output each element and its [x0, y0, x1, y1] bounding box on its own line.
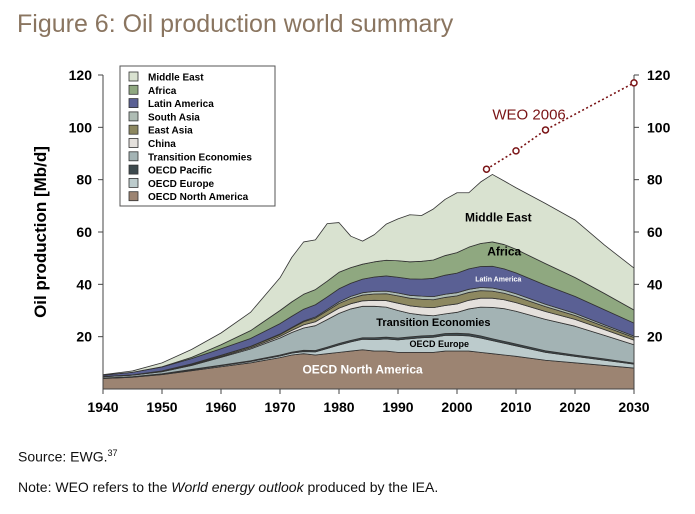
x-tick-label: 1980 — [323, 399, 354, 415]
note-prefix: Note: WEO refers to the — [18, 479, 172, 495]
legend-box — [119, 65, 276, 207]
legend-label-oecd-europe: OECD Europe — [148, 179, 215, 190]
legend-label-oecd-pacific: OECD Pacific — [148, 166, 212, 177]
y-tick-label-right: 100 — [647, 119, 671, 135]
y-tick-label-left: 20 — [76, 329, 92, 345]
weo-2006-label: WEO 2006 — [492, 106, 565, 123]
legend-label-south-asia: South Asia — [148, 112, 200, 123]
oil-production-chart: 1940 1950 1960 1970 1980 1990 2000 2010 2020 2030… — [31, 65, 671, 415]
legend-swatch-transition-economies — [128, 151, 139, 162]
weo-2006-point — [482, 165, 491, 173]
y-tick-label-right: 40 — [647, 276, 663, 292]
legend-swatch-south-asia — [128, 111, 139, 122]
y-tick-label-right: 60 — [647, 224, 663, 240]
label-transition-economies: Transition Economies — [376, 317, 490, 329]
y-tick-label-right: 120 — [647, 67, 671, 83]
stacked-areas — [102, 174, 635, 390]
y-tick-label-right: 20 — [647, 329, 663, 345]
x-tick-label: 2000 — [441, 399, 472, 415]
figure-title: Figure 6: Oil production world summary — [17, 10, 454, 38]
axes: 1940 1950 1960 1970 1980 1990 2000 2010 2020 2030… — [69, 67, 671, 415]
legend-label-oecd-north-america: OECD North America — [148, 192, 249, 203]
source-text: Source: EWG. — [18, 448, 108, 465]
area-labels: Middle East Africa Latin America Transition… — [302, 211, 531, 377]
legend-swatch-middle-east — [128, 71, 139, 82]
legend-label-latin-america: Latin America — [148, 99, 214, 110]
weo-2006-point — [630, 79, 638, 87]
legend-label-africa: Africa — [148, 86, 177, 97]
x-tick-label: 2030 — [618, 399, 649, 415]
legend-swatch-oecd-europe — [128, 177, 139, 188]
legend-swatch-oecd-north-america — [128, 191, 139, 202]
legend-swatch-east-asia — [128, 124, 139, 135]
legend-label-transition-economies: Transition Economies — [148, 152, 252, 163]
y-tick-label-right: 80 — [647, 172, 663, 188]
note-italic: World energy outlook — [171, 479, 304, 495]
x-tick-label: 1960 — [205, 399, 236, 415]
legend-label-china: China — [148, 139, 176, 150]
label-africa: Africa — [487, 245, 521, 259]
legend-swatch-africa — [128, 84, 139, 95]
weo-2006-point — [541, 126, 550, 134]
x-tick-label: 2010 — [500, 399, 531, 415]
y-tick-label-left: 40 — [76, 276, 92, 292]
legend-label-east-asia: East Asia — [148, 126, 193, 137]
x-tick-label: 1990 — [382, 399, 413, 415]
x-tick-label: 1940 — [87, 399, 118, 415]
y-axis-label: Oil production [Mb/d] — [31, 146, 50, 318]
legend: Middle East Africa Latin America South Asia… — [119, 65, 276, 207]
label-latin-america: Latin America — [475, 277, 521, 284]
label-oecd-north-america: OECD North America — [302, 362, 423, 376]
y-tick-label-left: 120 — [69, 67, 93, 83]
legend-swatch-oecd-pacific — [128, 164, 139, 175]
note-suffix: produced by the IEA. — [303, 479, 439, 495]
y-tick-label-left: 100 — [69, 119, 93, 135]
y-tick-label-left: 60 — [76, 224, 92, 240]
x-tick-label: 1970 — [264, 399, 295, 415]
label-middle-east: Middle East — [465, 211, 532, 225]
legend-label-middle-east: Middle East — [148, 73, 204, 84]
weo-2006-line — [486, 82, 635, 170]
weo-projection: WEO 2006 — [482, 79, 638, 173]
legend-swatch-latin-america — [128, 98, 139, 108]
source-footnote: 37 — [107, 448, 118, 458]
label-oecd-europe: OECD Europe — [410, 339, 470, 349]
source-note: Source: EWG.37 — [18, 448, 117, 465]
legend-swatch-china — [128, 138, 139, 148]
x-tick-label: 1950 — [146, 399, 177, 415]
weo-2006-point — [512, 147, 520, 155]
y-tick-label-left: 80 — [76, 172, 92, 188]
note-text: Note: WEO refers to the World energy out… — [18, 479, 438, 495]
x-tick-label: 2020 — [559, 399, 590, 415]
